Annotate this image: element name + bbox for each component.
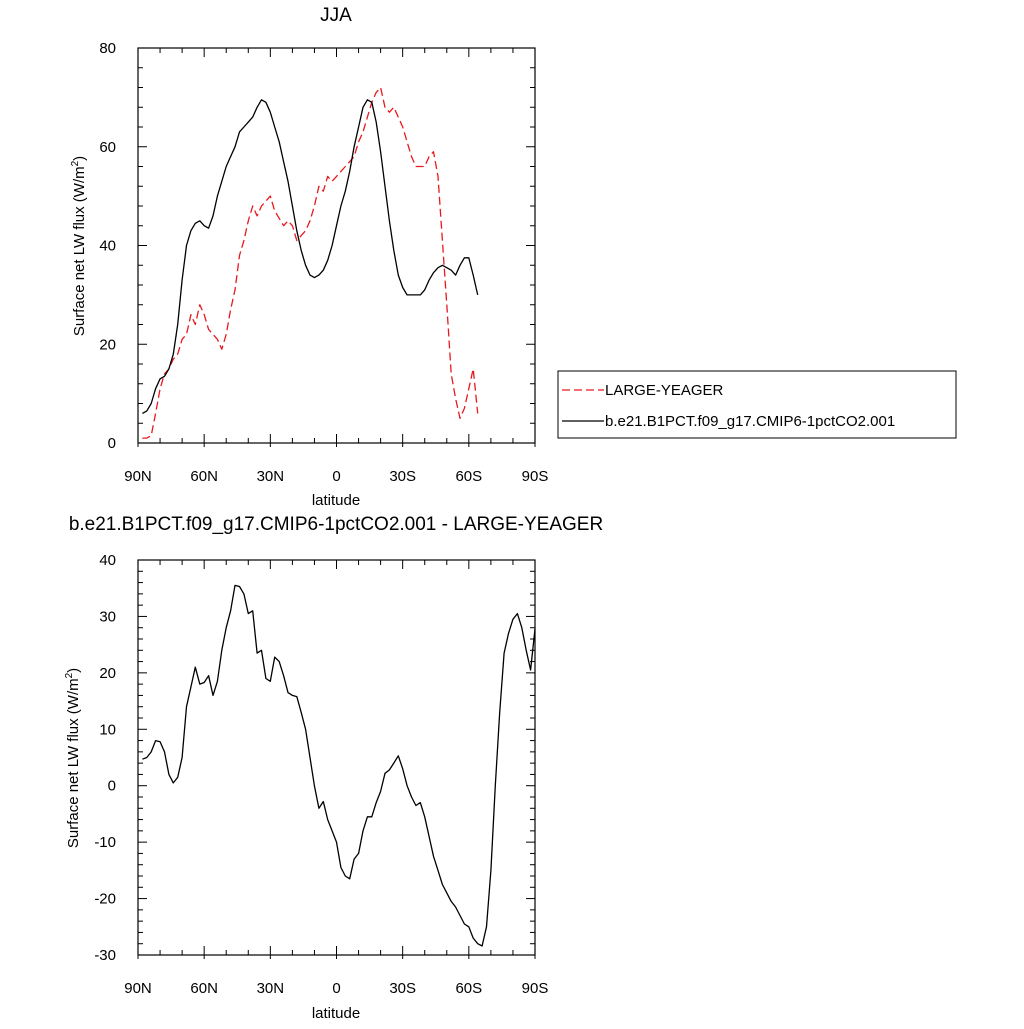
- bottom-x-tick-label: 90N: [124, 980, 152, 997]
- bottom-y-axis-label: Surface net LW flux (W/m2): [64, 668, 82, 848]
- bottom-y-tick-label: 40: [99, 552, 116, 569]
- top-y-tick-label: 80: [99, 40, 116, 57]
- top-x-axis-label: latitude: [312, 492, 360, 509]
- top-x-tick-label: 60S: [455, 468, 482, 485]
- legend-label-b-e21: b.e21.B1PCT.f09_g17.CMIP6-1pctCO2.001: [605, 413, 895, 430]
- bottom-x-tick-label: 90S: [522, 980, 549, 997]
- bottom-x-tick-label: 30N: [257, 980, 285, 997]
- top-series-line-1: [142, 99, 479, 414]
- top-x-tick-label: 30N: [257, 468, 285, 485]
- bottom-y-tick-label: -30: [94, 947, 116, 964]
- top-plot-frame: [137, 47, 536, 444]
- top-y-tick-label: 20: [99, 336, 116, 353]
- bottom-x-tick-label: 0: [332, 980, 340, 997]
- legend-box: [557, 370, 957, 439]
- bottom-plot-frame: [137, 559, 536, 956]
- bottom-series-line-0: [142, 584, 536, 947]
- bottom-x-axis-label: latitude: [312, 1005, 360, 1022]
- top-series-line-0: [142, 86, 479, 439]
- bottom-chart-title: b.e21.B1PCT.f09_g17.CMIP6-1pctCO2.001 - …: [69, 514, 603, 535]
- bottom-y-axis-label-superscript: 2: [64, 672, 75, 678]
- bottom-y-tick-label: -20: [94, 891, 116, 908]
- top-x-tick-label: 30S: [389, 468, 416, 485]
- top-legend: LARGE-YEAGER b.e21.B1PCT.f09_g17.CMIP6-1…: [557, 370, 957, 439]
- top-chart-title: JJA: [320, 5, 352, 26]
- top-y-axis-label-close: ): [71, 156, 88, 161]
- bottom-x-tick-label: 60N: [190, 980, 218, 997]
- bottom-x-tick-label: 60S: [455, 980, 482, 997]
- bottom-y-axis-label-close: ): [65, 668, 82, 673]
- top-y-axis-label-superscript: 2: [70, 160, 81, 166]
- top-y-tick-label: 0: [108, 435, 116, 452]
- bottom-y-tick-label: -10: [94, 834, 116, 851]
- bottom-plot-area: 90N 60N 30N 0 30S 60S 90S -30 -20 -10 0 10 20 30 40: [94, 552, 548, 997]
- bottom-x-tick-label: 30S: [389, 980, 416, 997]
- top-y-tick-label: 40: [99, 238, 116, 255]
- top-y-tick-label: 60: [99, 139, 116, 156]
- top-x-tick-label: 90S: [522, 468, 549, 485]
- bottom-y-axis-label-main: Surface net LW flux (W/m: [65, 678, 82, 848]
- bottom-y-tick-label: 0: [108, 778, 116, 795]
- top-plot-area: 90N 60N 30N 0 30S 60S 90S 0 20 40 60 80: [99, 40, 548, 485]
- top-panel: JJA 90N 60N 30N 0 30S 60S 90S 0 20 40 60 80 latitud…: [70, 5, 957, 509]
- bottom-y-tick-label: 20: [99, 665, 116, 682]
- top-x-tick-label: 60N: [190, 468, 218, 485]
- bottom-y-tick-label: 10: [99, 721, 116, 738]
- top-x-tick-label: 0: [332, 468, 340, 485]
- legend-label-large-yeager: LARGE-YEAGER: [605, 382, 724, 399]
- top-x-tick-label: 90N: [124, 468, 152, 485]
- bottom-panel: b.e21.B1PCT.f09_g17.CMIP6-1pctCO2.001 - …: [64, 514, 603, 1022]
- top-y-axis-label-main: Surface net LW flux (W/m: [71, 166, 88, 336]
- top-y-axis-label: Surface net LW flux (W/m2): [70, 156, 88, 336]
- bottom-y-tick-label: 30: [99, 608, 116, 625]
